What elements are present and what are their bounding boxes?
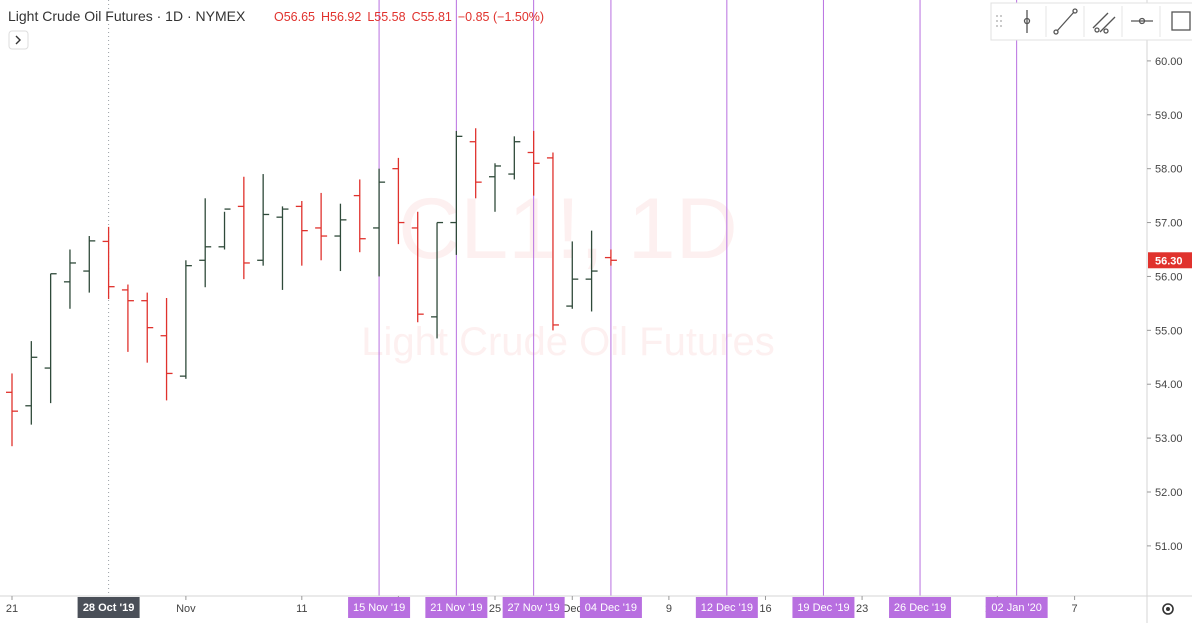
x-tick-label: 11 [296,603,307,615]
ohlc-legend-item: H56.92 [321,10,361,24]
watermark-symbol: CL1!, 1D [398,181,737,277]
marker-label: 27 Nov '19 [508,602,560,614]
legend: Light Crude Oil Futures · 1D · NYMEX O56… [8,8,544,50]
tool-rectangle[interactable] [1162,6,1192,37]
x-tick-label: 9 [666,603,672,615]
x-tick-label: 21 [6,603,18,615]
ohlc-legend: O56.65 H56.92 L55.58 C55.81 −0.85 (−1.50%) [274,10,544,24]
x-tick-label: Dec [562,603,582,615]
bars [6,128,617,447]
ohlc-legend-item: O56.65 [274,10,315,24]
marker-box [985,597,1048,618]
time-axis: 21Nov111825Dec916232020728 Oct '19 [6,596,1078,618]
marker-label: 04 Dec '19 [585,602,637,614]
marker-label: 21 Nov '19 [430,602,482,614]
watermark-group: CL1!, 1D Light Crude Oil Futures [361,181,775,364]
marker-label: 26 Dec '19 [894,602,946,614]
drawing-toolbar [990,2,1192,41]
x-tick-label: 23 [856,603,868,615]
x-tick-label: 25 [489,603,501,615]
marker-label: 15 Nov '19 [353,602,405,614]
settings-button[interactable] [1162,603,1174,615]
tool-trend-line[interactable] [1048,6,1082,37]
watermark-name: Light Crude Oil Futures [361,320,775,364]
tool-channel[interactable] [1086,6,1120,37]
marker-box [792,597,855,618]
marker-box [889,597,952,618]
x-tick-label: Nov [176,603,196,615]
marker-box [695,597,758,618]
price-axis: 51.00 52.00 53.00 54.00 55.00 56.00 57.00 58.00… [1147,56,1192,553]
crosshair-label: 28 Oct '19 [83,602,135,614]
y-tick-label: 55.00 [1155,325,1183,337]
y-tick-label: 56.00 [1155,271,1183,283]
y-tick-label: 58.00 [1155,164,1183,176]
toolbar-grip [996,15,1002,27]
x-tick-label: 7 [1072,603,1078,615]
last-price-box [1148,252,1192,269]
marker-label: 12 Dec '19 [701,602,753,614]
marker-label: 02 Jan '20 [991,602,1041,614]
ohlc-legend-item: L55.58 [367,10,405,24]
marker-labels: 15 Nov '19 21 Nov '19 27 Nov '19 04 Dec '19… [348,597,1048,618]
chart-title: Light Crude Oil Futures · 1D · NYMEX [8,8,246,24]
y-tick-label: 51.00 [1155,541,1183,553]
y-tick-label: 52.00 [1155,487,1183,499]
marker-box [502,597,565,618]
marker-label: 19 Dec '19 [797,602,849,614]
y-tick-label: 60.00 [1155,56,1183,68]
tool-horizontal-ray[interactable] [1124,6,1158,37]
ohlc-legend-item: C55.81 [412,10,452,24]
toolbar-panel [990,2,1192,41]
tool-vertical-line[interactable] [1010,6,1044,37]
marker-box [425,597,488,618]
crosshair-box [77,597,140,618]
y-tick-label: 59.00 [1155,110,1183,122]
last-price-label: 56.30 [1155,255,1183,267]
marker-box [579,597,642,618]
y-tick-label: 53.00 [1155,433,1183,445]
marker-lines [378,0,1018,596]
expand-button[interactable] [8,30,29,50]
ohlc-legend-item: −0.85 (−1.50%) [458,10,544,24]
expand-icon [15,35,21,45]
y-tick-label: 57.00 [1155,218,1183,230]
y-tick-label: 54.00 [1155,379,1183,391]
x-tick-label: 16 [759,603,771,615]
marker-box [348,597,411,618]
